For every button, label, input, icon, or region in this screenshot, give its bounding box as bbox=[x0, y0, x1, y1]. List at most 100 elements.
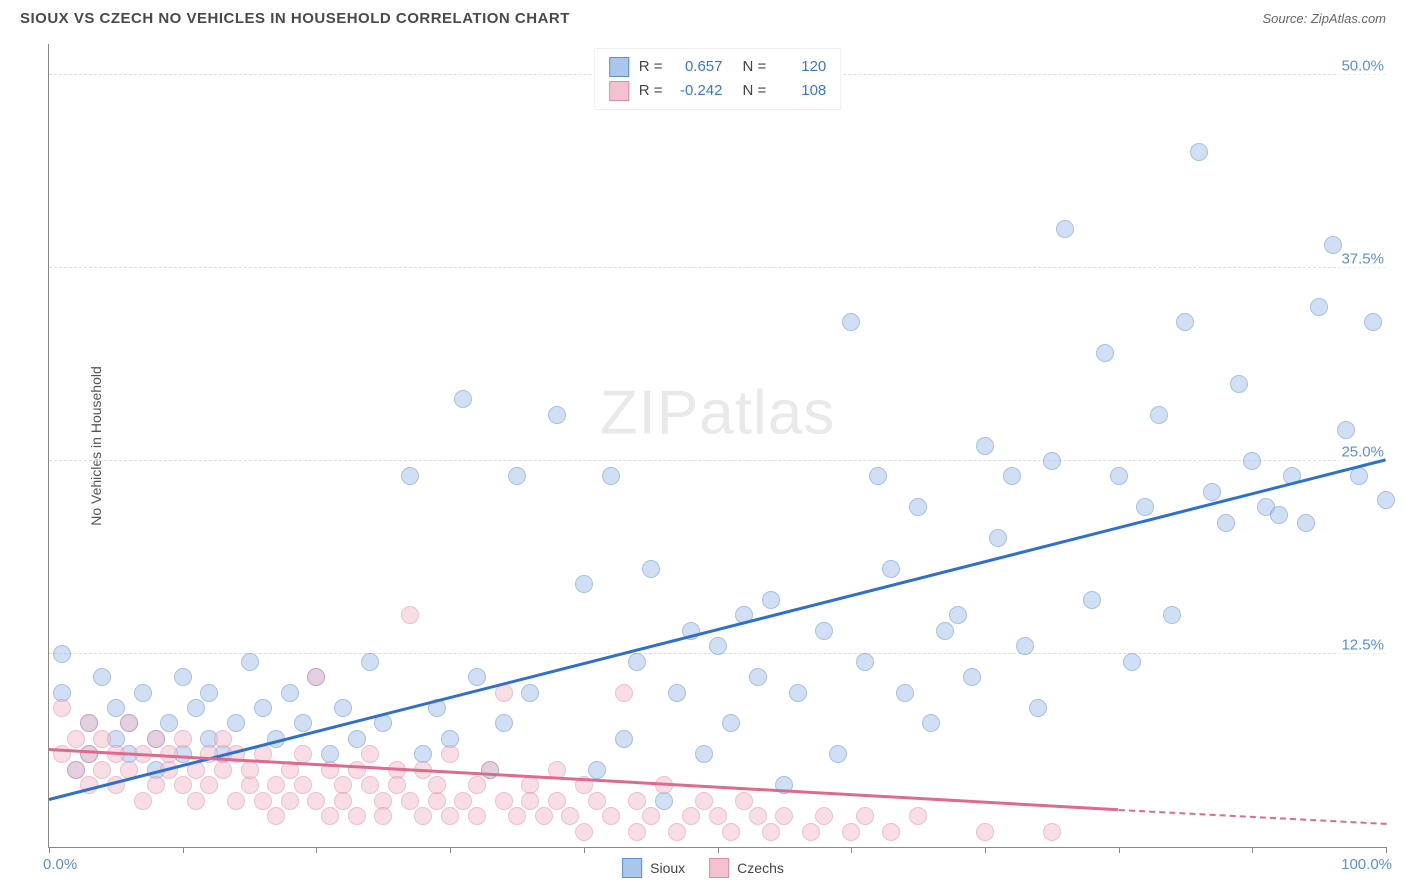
series-legend: Sioux Czechs bbox=[622, 858, 784, 878]
data-point bbox=[307, 792, 325, 810]
x-tick bbox=[851, 847, 852, 853]
data-point bbox=[294, 776, 312, 794]
data-point bbox=[1016, 637, 1034, 655]
data-point bbox=[107, 699, 125, 717]
data-point bbox=[227, 792, 245, 810]
data-point bbox=[802, 823, 820, 841]
stats-row: R =-0.242N =108 bbox=[609, 79, 827, 103]
data-point bbox=[200, 776, 218, 794]
data-point bbox=[1056, 220, 1074, 238]
data-point bbox=[374, 807, 392, 825]
data-point bbox=[281, 792, 299, 810]
data-point bbox=[495, 792, 513, 810]
data-point bbox=[642, 807, 660, 825]
data-point bbox=[842, 313, 860, 331]
data-point bbox=[709, 637, 727, 655]
y-axis-tick-label: 25.0% bbox=[1337, 443, 1388, 460]
data-point bbox=[147, 776, 165, 794]
data-point bbox=[241, 761, 259, 779]
x-axis-min-label: 0.0% bbox=[43, 856, 77, 873]
data-point bbox=[668, 684, 686, 702]
x-axis-max-label: 100.0% bbox=[1341, 856, 1392, 873]
data-point bbox=[856, 807, 874, 825]
gridline bbox=[49, 460, 1386, 461]
data-point bbox=[334, 792, 352, 810]
legend-item: Czechs bbox=[709, 858, 784, 878]
n-value: 108 bbox=[776, 79, 826, 103]
data-point bbox=[963, 668, 981, 686]
data-point bbox=[80, 745, 98, 763]
data-point bbox=[1337, 421, 1355, 439]
data-point bbox=[602, 467, 620, 485]
data-point bbox=[468, 807, 486, 825]
x-tick bbox=[985, 847, 986, 853]
scatter-chart: ZIPatlas R =0.657N =120R =-0.242N =108 0… bbox=[48, 44, 1386, 848]
data-point bbox=[147, 730, 165, 748]
data-point bbox=[561, 807, 579, 825]
data-point bbox=[949, 606, 967, 624]
stats-row: R =0.657N =120 bbox=[609, 55, 827, 79]
data-point bbox=[1029, 699, 1047, 717]
n-label: N = bbox=[743, 79, 767, 103]
legend-item: Sioux bbox=[622, 858, 685, 878]
data-point bbox=[842, 823, 860, 841]
data-point bbox=[1217, 514, 1235, 532]
data-point bbox=[789, 684, 807, 702]
data-point bbox=[588, 761, 606, 779]
data-point bbox=[1176, 313, 1194, 331]
r-label: R = bbox=[639, 79, 663, 103]
correlation-stats-box: R =0.657N =120R =-0.242N =108 bbox=[594, 48, 842, 110]
data-point bbox=[896, 684, 914, 702]
legend-swatch bbox=[609, 81, 629, 101]
data-point bbox=[401, 606, 419, 624]
data-point bbox=[227, 714, 245, 732]
watermark: ZIPatlas bbox=[600, 378, 835, 449]
data-point bbox=[53, 699, 71, 717]
data-point bbox=[187, 699, 205, 717]
data-point bbox=[428, 792, 446, 810]
data-point bbox=[134, 792, 152, 810]
data-point bbox=[321, 807, 339, 825]
data-point bbox=[414, 807, 432, 825]
trend-line bbox=[49, 458, 1387, 801]
data-point bbox=[334, 699, 352, 717]
data-point bbox=[936, 622, 954, 640]
data-point bbox=[722, 714, 740, 732]
data-point bbox=[160, 714, 178, 732]
data-point bbox=[468, 668, 486, 686]
data-point bbox=[922, 714, 940, 732]
data-point bbox=[281, 684, 299, 702]
data-point bbox=[388, 776, 406, 794]
data-point bbox=[548, 792, 566, 810]
data-point bbox=[1083, 591, 1101, 609]
data-point bbox=[134, 684, 152, 702]
data-point bbox=[348, 807, 366, 825]
data-point bbox=[909, 498, 927, 516]
data-point bbox=[93, 761, 111, 779]
data-point bbox=[521, 684, 539, 702]
trend-line-extrapolated bbox=[1119, 809, 1386, 825]
data-point bbox=[829, 745, 847, 763]
data-point bbox=[294, 745, 312, 763]
data-point bbox=[815, 622, 833, 640]
data-point bbox=[1003, 467, 1021, 485]
data-point bbox=[521, 792, 539, 810]
data-point bbox=[361, 776, 379, 794]
data-point bbox=[1270, 506, 1288, 524]
data-point bbox=[468, 776, 486, 794]
data-point bbox=[575, 575, 593, 593]
data-point bbox=[1203, 483, 1221, 501]
data-point bbox=[548, 406, 566, 424]
source-label: Source: ZipAtlas.com bbox=[1262, 11, 1386, 26]
y-axis-tick-label: 50.0% bbox=[1337, 57, 1388, 74]
data-point bbox=[508, 807, 526, 825]
data-point bbox=[187, 792, 205, 810]
x-tick bbox=[584, 847, 585, 853]
data-point bbox=[882, 823, 900, 841]
x-tick bbox=[49, 847, 50, 853]
data-point bbox=[53, 645, 71, 663]
data-point bbox=[882, 560, 900, 578]
data-point bbox=[909, 807, 927, 825]
data-point bbox=[709, 807, 727, 825]
data-point bbox=[1150, 406, 1168, 424]
